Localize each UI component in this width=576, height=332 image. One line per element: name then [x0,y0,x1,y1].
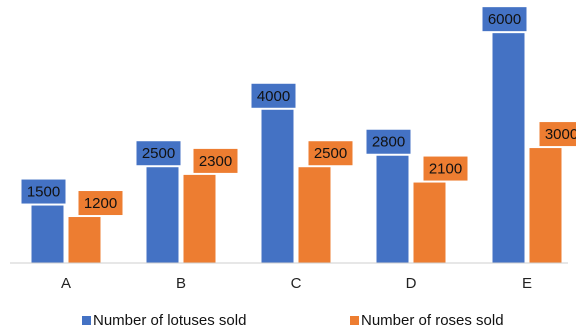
bar-roses-d [413,182,446,263]
legend-label-lotuses: Number of lotuses sold [93,312,246,329]
legend-swatch-lotuses [82,316,91,325]
bar-roses-c [298,167,331,263]
data-label-box [251,83,296,108]
bar-lotuses-a [31,205,64,263]
data-label-box [78,191,123,216]
bar-lotuses-e [492,33,525,264]
data-label-box [423,156,468,181]
data-label: 2500 [142,145,175,162]
data-label: 2100 [429,161,462,178]
data-label-group: 1500 1200 2500 2300 4000 2500 2800 2100 6000 3000 [21,7,576,216]
bar-roses-a [68,217,101,263]
x-tick-label: E [522,275,532,292]
bar-lotuses-b [146,167,179,263]
data-label-box [539,122,576,147]
bar-group [31,33,562,264]
data-label: 6000 [488,11,521,28]
data-label-box [193,148,238,173]
data-label-box [482,7,527,32]
x-tick-group: A B C D E [61,275,532,292]
legend-label-roses: Number of roses sold [361,312,504,329]
data-label: 2800 [372,134,405,151]
x-tick-label: B [176,275,186,292]
data-label: 3000 [545,126,576,143]
legend-swatch-roses [350,316,359,325]
x-tick-label: D [406,275,417,292]
data-label: 4000 [257,88,290,105]
data-label-box [136,141,181,166]
data-label: 2500 [314,145,347,162]
bar-roses-b [183,174,216,263]
bar-lotuses-c [261,109,294,264]
data-label-box [366,129,411,154]
data-label-box [21,179,66,204]
data-label: 1200 [84,195,117,212]
x-tick-label: A [61,275,71,292]
x-tick-label: C [291,275,302,292]
data-label-box [308,141,353,166]
bar-lotuses-d [376,155,409,263]
data-label: 2300 [199,153,232,170]
legend: Number of lotuses sold Number of roses so… [82,312,504,329]
data-label: 1500 [27,184,60,201]
bar-roses-e [529,148,562,263]
